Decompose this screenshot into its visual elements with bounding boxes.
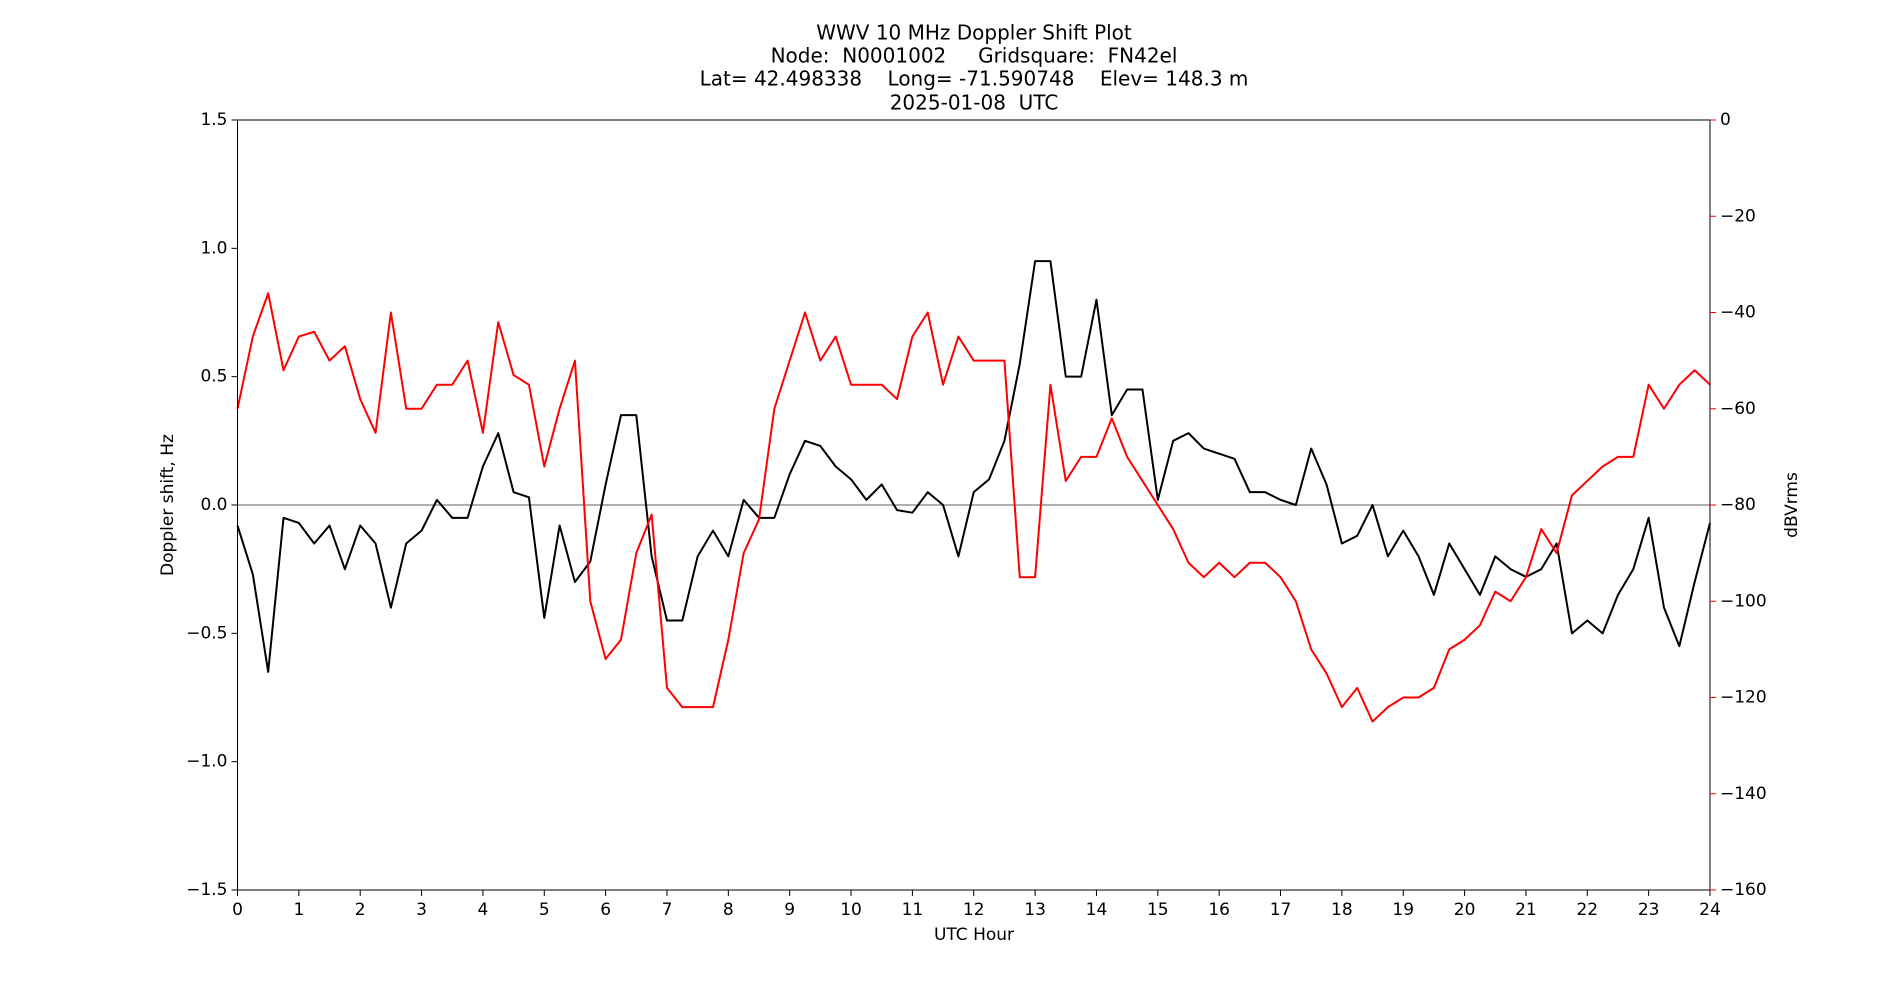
- x-tick-label: 1: [293, 900, 304, 920]
- chart-subtitle: Node: N0001002 Gridsquare: FN42el: [771, 44, 1178, 68]
- x-tick-label: 3: [416, 900, 427, 920]
- x-tick-label: 11: [902, 900, 924, 920]
- y-tick-label: 0.0: [200, 495, 227, 515]
- y-tick-label: 1.5: [200, 110, 227, 130]
- x-tick-label: 22: [1576, 900, 1598, 920]
- x-tick-label: 24: [1699, 900, 1721, 920]
- chart-subtitle: 2025-01-08 UTC: [890, 91, 1059, 115]
- x-tick-label: 13: [1024, 900, 1046, 920]
- x-tick-label: 15: [1147, 900, 1169, 920]
- x-tick-label: 16: [1208, 900, 1230, 920]
- y2-tick-label: 0: [1720, 110, 1731, 130]
- y-axis-label: Doppler shift, Hz: [158, 434, 178, 576]
- x-tick-label: 17: [1270, 900, 1292, 920]
- x-tick-label: 10: [840, 900, 862, 920]
- x-tick-label: 18: [1331, 900, 1353, 920]
- x-tick-label: 23: [1638, 900, 1660, 920]
- y2-tick-label: −60: [1720, 399, 1756, 419]
- x-tick-label: 14: [1086, 900, 1108, 920]
- y-tick-label: 0.5: [200, 367, 227, 387]
- x-axis-label: UTC Hour: [934, 925, 1014, 945]
- x-tick-label: 12: [963, 900, 985, 920]
- y-tick-label: −0.5: [186, 623, 227, 643]
- x-tick-label: 19: [1392, 900, 1414, 920]
- y-tick-label: −1.0: [186, 752, 227, 772]
- y2-tick-label: −140: [1720, 784, 1767, 804]
- x-tick-label: 0: [232, 900, 243, 920]
- x-tick-label: 20: [1454, 900, 1476, 920]
- chart-title: WWV 10 MHz Doppler Shift Plot: [816, 21, 1132, 45]
- x-tick-label: 9: [784, 900, 795, 920]
- x-tick-label: 2: [355, 900, 366, 920]
- y2-tick-label: −40: [1720, 303, 1756, 323]
- x-tick-label: 8: [723, 900, 734, 920]
- x-tick-label: 4: [478, 900, 489, 920]
- x-tick-label: 7: [662, 900, 673, 920]
- x-tick-label: 21: [1515, 900, 1537, 920]
- y2-tick-label: −20: [1720, 206, 1756, 226]
- x-tick-label: 5: [539, 900, 550, 920]
- y2-tick-label: −120: [1720, 688, 1767, 708]
- y-tick-label: −1.5: [186, 880, 227, 900]
- chart-subtitle: Lat= 42.498338 Long= -71.590748 Elev= 14…: [700, 67, 1249, 91]
- data-line: [236, 260, 1711, 673]
- y2-tick-label: −100: [1720, 591, 1767, 611]
- y2-tick-label: −80: [1720, 495, 1756, 515]
- y-tick-label: 1.0: [200, 238, 227, 258]
- data-line: [236, 292, 1711, 723]
- x-tick-label: 6: [600, 900, 611, 920]
- y2-tick-label: −160: [1720, 880, 1767, 900]
- y2-axis-label: dBVrms: [1782, 472, 1802, 538]
